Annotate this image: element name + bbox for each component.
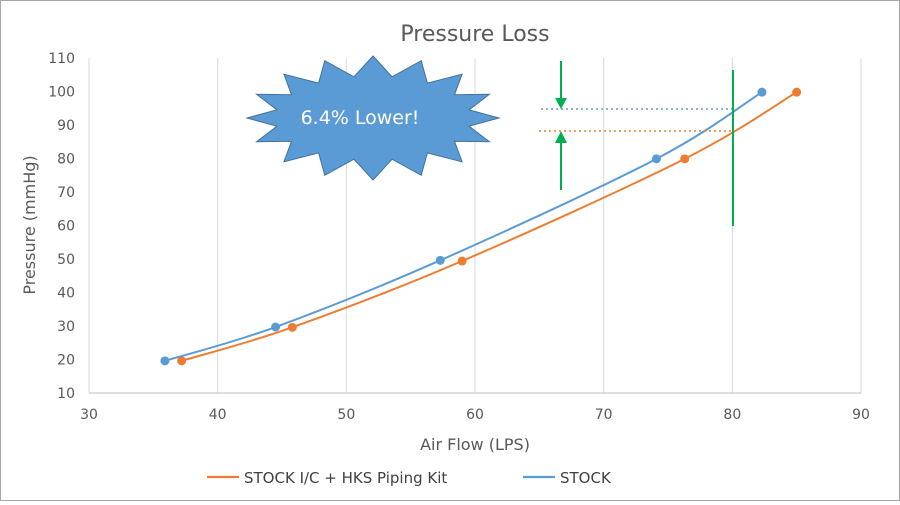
data-point-stock	[160, 356, 170, 366]
comparison-indicators	[539, 61, 734, 226]
data-point-stock-hks	[177, 356, 187, 366]
series-line-stock-hks	[181, 91, 798, 362]
x-tick-label: 40	[209, 407, 227, 423]
x-tick-label: 70	[595, 407, 613, 423]
y-tick-label: 90	[57, 118, 75, 134]
y-tick-label: 100	[48, 85, 75, 101]
y-tick-label: 70	[57, 185, 75, 201]
y-tick-label: 40	[57, 286, 75, 302]
data-point-stock-hks	[792, 87, 802, 97]
y-tick-label: 110	[48, 51, 75, 67]
x-tick-label: 60	[466, 407, 484, 423]
y-tick-label: 60	[57, 219, 75, 235]
x-tick-label: 90	[852, 407, 870, 423]
callout-text: 6.4% Lower!	[301, 107, 420, 129]
data-point-stock	[435, 255, 445, 265]
series-line-stock	[164, 91, 763, 362]
legend-label-stock-hks: STOCK I/C + HKS Piping Kit	[244, 469, 447, 487]
data-point-stock	[271, 322, 281, 332]
data-point-stock-hks	[457, 256, 467, 266]
y-axis-label: Pressure (mmHg)	[20, 155, 39, 294]
y-tick-label: 50	[57, 252, 75, 268]
data-point-stock-hks	[680, 154, 690, 164]
y-tick-label: 30	[57, 319, 75, 335]
legend: STOCK I/C + HKS Piping Kit STOCK	[207, 469, 612, 487]
y-tick-labels: 10 20 30 40 50 60 70 80 90 100 110	[48, 51, 75, 402]
callout-burst: 6.4% Lower!	[245, 55, 501, 181]
x-axis-label: Air Flow (LPS)	[420, 435, 530, 454]
x-tick-label: 50	[337, 407, 355, 423]
y-tick-label: 20	[57, 353, 75, 369]
chart-title: Pressure Loss	[400, 22, 549, 47]
data-point-stock-hks	[287, 322, 297, 332]
arrow-down-head	[555, 98, 567, 109]
data-point-stock	[757, 87, 767, 97]
x-tick-labels: 30 40 50 60 70 80 90	[80, 407, 870, 423]
x-tick-label: 30	[80, 407, 98, 423]
y-tick-label: 80	[57, 152, 75, 168]
burst-shape	[245, 55, 501, 181]
data-point-stock	[651, 154, 661, 164]
series-layer	[160, 87, 802, 366]
x-tick-label: 80	[723, 407, 741, 423]
arrow-up-head	[555, 131, 567, 143]
y-tick-label: 10	[57, 386, 75, 402]
legend-label-stock: STOCK	[560, 469, 612, 487]
